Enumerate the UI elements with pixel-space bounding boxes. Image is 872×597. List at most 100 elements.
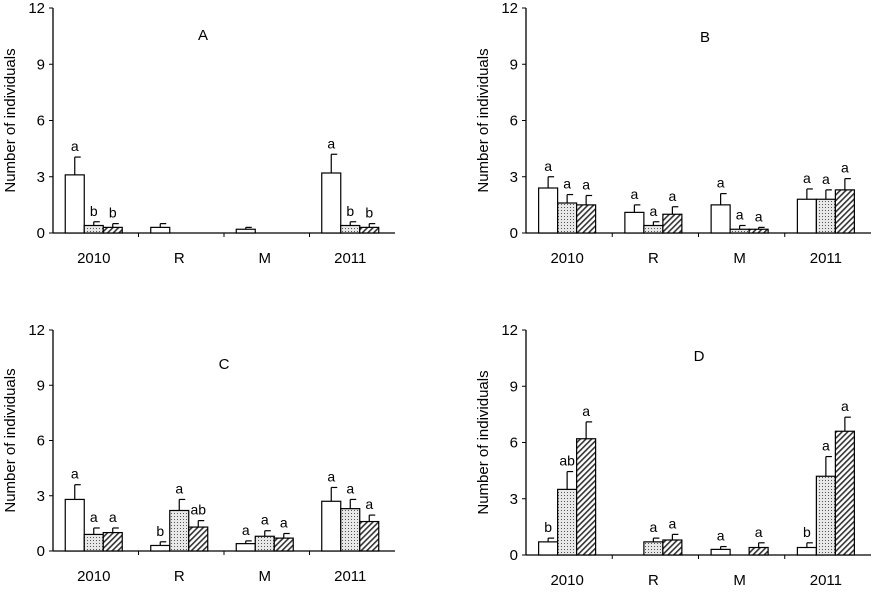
bar-M-white [235,228,256,234]
y-tick-label: 6 [37,433,45,450]
bar-2011-dotted [815,475,836,556]
bar-2011-hatched [359,226,380,234]
panel-label: C [219,356,230,373]
bar-2010-dotted [83,224,104,234]
y-axis-label: Number of individuals [2,48,19,192]
x-tick-label: 2010 [550,572,583,589]
bar-2010-white [64,498,85,552]
x-tick-label: 2011 [810,250,842,267]
significance-letter: a [563,176,571,192]
significance-letter: a [755,208,763,224]
significance-letter: a [582,177,590,193]
significance-letter: a [630,186,638,202]
significance-letter: a [803,170,811,186]
y-tick-label: 6 [510,435,518,452]
significance-letter: a [736,207,744,223]
x-tick-label: 2011 [334,250,366,267]
significance-letter: a [90,509,98,525]
significance-letter: a [365,496,373,512]
bar-2010-hatched [576,438,597,556]
x-tick-label: R [174,568,185,585]
x-tick-label: 2010 [550,250,583,267]
bar-R-dotted [643,224,664,234]
bar-2010-dotted [83,533,104,552]
significance-letter: a [327,135,335,151]
significance-letter: a [717,175,725,191]
significance-letter: b [803,524,811,540]
significance-letter: a [649,519,657,535]
significance-letter: b [544,519,552,535]
bar-2010-white [64,174,85,234]
significance-letter: a [582,403,590,419]
bar-2010-hatched [102,226,123,234]
y-tick-label: 0 [37,543,45,560]
significance-letter: b [156,523,164,539]
bar-R-white [624,211,645,234]
significance-letter: a [280,515,288,531]
x-tick-label: M [733,572,746,589]
y-tick-label: 12 [28,0,45,17]
significance-letter: b [90,203,98,219]
bar-R-hatched [662,213,683,234]
significance-letter: b [365,205,373,221]
x-tick-label: 2010 [77,568,110,585]
significance-letter: a [109,509,117,525]
significance-letter: a [822,171,830,187]
panel-label: B [700,29,710,46]
x-tick-label: 2011 [334,568,366,585]
significance-letter: a [175,480,183,496]
significance-letter: a [841,398,849,414]
y-axis-label: Number of individuals [2,368,19,512]
x-tick-label: R [648,572,659,589]
y-axis-label: Number of individuals [475,48,492,192]
y-tick-label: 3 [510,491,518,508]
y-tick-label: 9 [510,378,518,395]
significance-letter: a [841,160,849,176]
bar-R-white [150,544,171,552]
x-tick-label: M [259,568,272,585]
bar-2011-dotted [815,198,836,234]
bar-M-hatched [748,546,769,556]
significance-letter: a [668,188,676,204]
y-tick-label: 6 [510,113,518,130]
bar-2011-hatched [834,189,855,234]
panel-label: D [694,348,705,365]
bar-2010-hatched [576,204,597,234]
bar-R-white [150,226,171,234]
bar-R-dotted [169,509,190,552]
significance-letter: a [327,468,335,484]
bar-R-hatched [662,539,683,556]
y-tick-label: 3 [37,488,45,505]
y-axis-label: Number of individuals [475,370,492,514]
significance-letter: a [71,466,79,482]
significance-letter: a [346,480,354,496]
x-tick-label: M [733,250,746,267]
significance-letter: a [242,522,250,538]
bar-2011-white [321,500,342,552]
significance-letter: a [717,528,725,544]
significance-letter: b [346,203,354,219]
y-tick-label: 9 [37,56,45,73]
bar-2011-hatched [834,430,855,556]
bar-M-white [710,548,731,556]
x-tick-label: M [259,250,272,267]
bar-2011-dotted [340,224,361,234]
bar-R-dotted [643,541,664,556]
y-tick-label: 12 [501,322,518,339]
significance-letter: ab [559,453,575,469]
x-tick-label: R [174,250,185,267]
bar-2010-hatched [102,531,123,552]
x-tick-label: R [648,250,659,267]
bar-M-hatched [273,537,294,552]
bar-M-hatched [748,228,769,234]
bar-2011-white [796,198,817,234]
significance-letter: a [544,158,552,174]
y-tick-label: 12 [28,322,45,339]
bar-2010-dotted [557,488,578,556]
bar-2011-white [321,172,342,234]
y-tick-label: 0 [510,225,518,242]
